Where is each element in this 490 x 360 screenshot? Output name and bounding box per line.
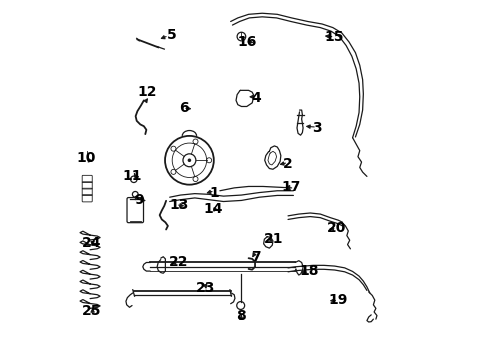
Text: 16: 16 bbox=[237, 35, 256, 49]
Text: 24: 24 bbox=[82, 236, 101, 250]
Text: 9: 9 bbox=[134, 193, 144, 207]
Text: 25: 25 bbox=[82, 304, 101, 318]
Text: 10: 10 bbox=[77, 152, 96, 166]
Text: 5: 5 bbox=[167, 28, 176, 42]
Text: 2: 2 bbox=[283, 157, 293, 171]
Text: 12: 12 bbox=[138, 85, 157, 99]
Text: 6: 6 bbox=[179, 101, 189, 115]
Text: 4: 4 bbox=[251, 90, 261, 104]
Text: 7: 7 bbox=[251, 250, 261, 264]
Text: 21: 21 bbox=[264, 232, 283, 246]
Text: 20: 20 bbox=[327, 221, 346, 235]
Text: 14: 14 bbox=[203, 202, 222, 216]
Text: 18: 18 bbox=[300, 265, 319, 278]
Text: 15: 15 bbox=[325, 30, 344, 44]
Text: 3: 3 bbox=[312, 121, 321, 135]
Text: 17: 17 bbox=[282, 180, 301, 194]
Text: 23: 23 bbox=[196, 280, 215, 294]
Text: 1: 1 bbox=[210, 185, 220, 199]
Text: 11: 11 bbox=[122, 170, 142, 183]
Circle shape bbox=[188, 158, 191, 162]
Text: 13: 13 bbox=[169, 198, 188, 212]
Text: 8: 8 bbox=[237, 309, 246, 323]
Text: 19: 19 bbox=[329, 293, 348, 307]
Text: 22: 22 bbox=[169, 256, 189, 270]
